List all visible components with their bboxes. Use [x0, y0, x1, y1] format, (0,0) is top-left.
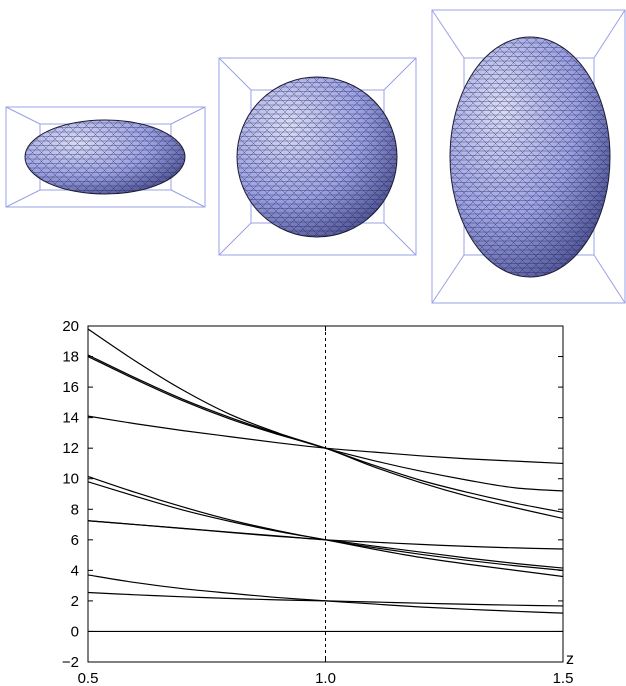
- mesh-lines: [237, 77, 397, 237]
- series-line-11: [88, 356, 563, 520]
- x-tick-label: 0.5: [78, 670, 99, 686]
- mesh-lines: [450, 37, 610, 277]
- x-tick-label: 1.5: [553, 670, 574, 686]
- line-chart: −2 0 2 4 6 8 10 12 14 16 18 20 0.5 1.0 1.5 z: [62, 318, 574, 686]
- y-tick-label: 0: [71, 623, 79, 640]
- x-axis: 0.5 1.0 1.5: [78, 326, 574, 686]
- y-tick-label: −2: [62, 654, 79, 671]
- series-group: [88, 328, 563, 633]
- y-tick-label: 2: [71, 593, 79, 610]
- x-axis-label: z: [566, 651, 574, 668]
- y-tick-label: 8: [71, 501, 79, 518]
- y-tick-label: 20: [62, 318, 79, 335]
- spheroid-surface: [25, 120, 185, 194]
- shape-oblate-spheroid: [5, 106, 206, 208]
- series-line-3: [88, 574, 563, 614]
- y-tick-label: 4: [71, 562, 79, 579]
- shape-sphere: [218, 57, 417, 256]
- y-tick-label: 16: [62, 379, 79, 396]
- y-tick-label: 14: [62, 410, 79, 427]
- sphere-outline: [236, 76, 398, 238]
- spheroid-outline: [24, 119, 186, 195]
- spheroid-outline: [449, 36, 611, 278]
- y-tick-label: 12: [62, 440, 79, 457]
- mesh-lines: [25, 120, 185, 194]
- y-tick-label: 10: [62, 471, 79, 488]
- sphere-surface: [237, 77, 397, 237]
- shape-prolate-spheroid: [431, 9, 626, 304]
- y-tick-label: 18: [62, 349, 79, 366]
- y-axis: −2 0 2 4 6 8 10 12 14 16 18 20: [62, 318, 563, 671]
- series-line-7: [88, 475, 563, 571]
- x-tick-label: 1.0: [315, 670, 336, 686]
- y-tick-label: 6: [71, 532, 79, 549]
